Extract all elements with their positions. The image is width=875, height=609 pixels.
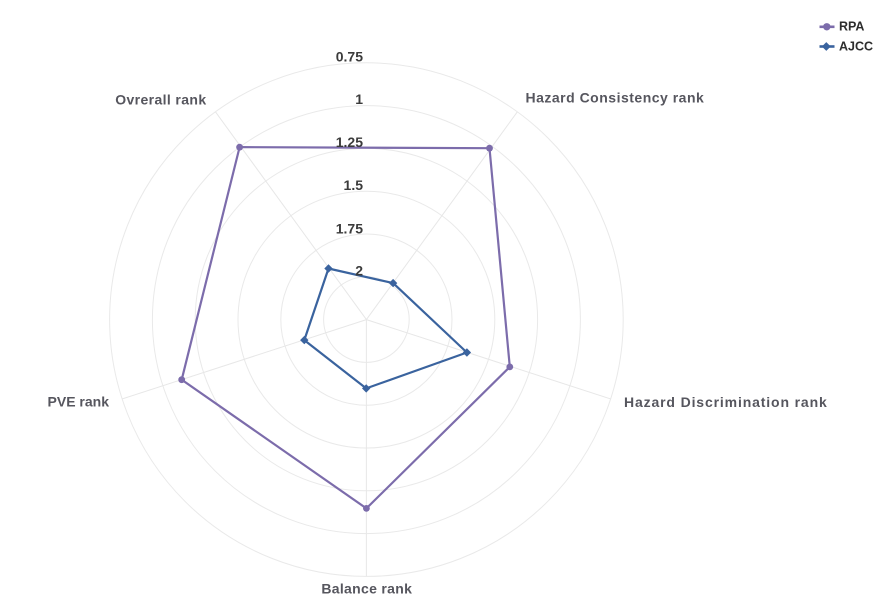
svg-text:1.25: 1.25	[336, 134, 363, 150]
svg-text:RPA: RPA	[839, 20, 864, 34]
svg-text:Balance rank: Balance rank	[321, 580, 412, 596]
svg-text:Hazard Discrimination rank: Hazard Discrimination rank	[624, 394, 828, 410]
svg-text:1: 1	[355, 91, 363, 107]
svg-text:1.5: 1.5	[344, 177, 364, 193]
svg-text:Ovrerall rank: Ovrerall rank	[115, 92, 206, 108]
svg-text:2: 2	[355, 263, 363, 279]
svg-text:PVE rank: PVE rank	[48, 394, 110, 410]
svg-text:1.75: 1.75	[336, 221, 363, 237]
svg-text:0.75: 0.75	[336, 49, 363, 65]
svg-text:Hazard Consistency rank: Hazard Consistency rank	[526, 90, 705, 106]
svg-text:AJCC: AJCC	[839, 40, 873, 54]
